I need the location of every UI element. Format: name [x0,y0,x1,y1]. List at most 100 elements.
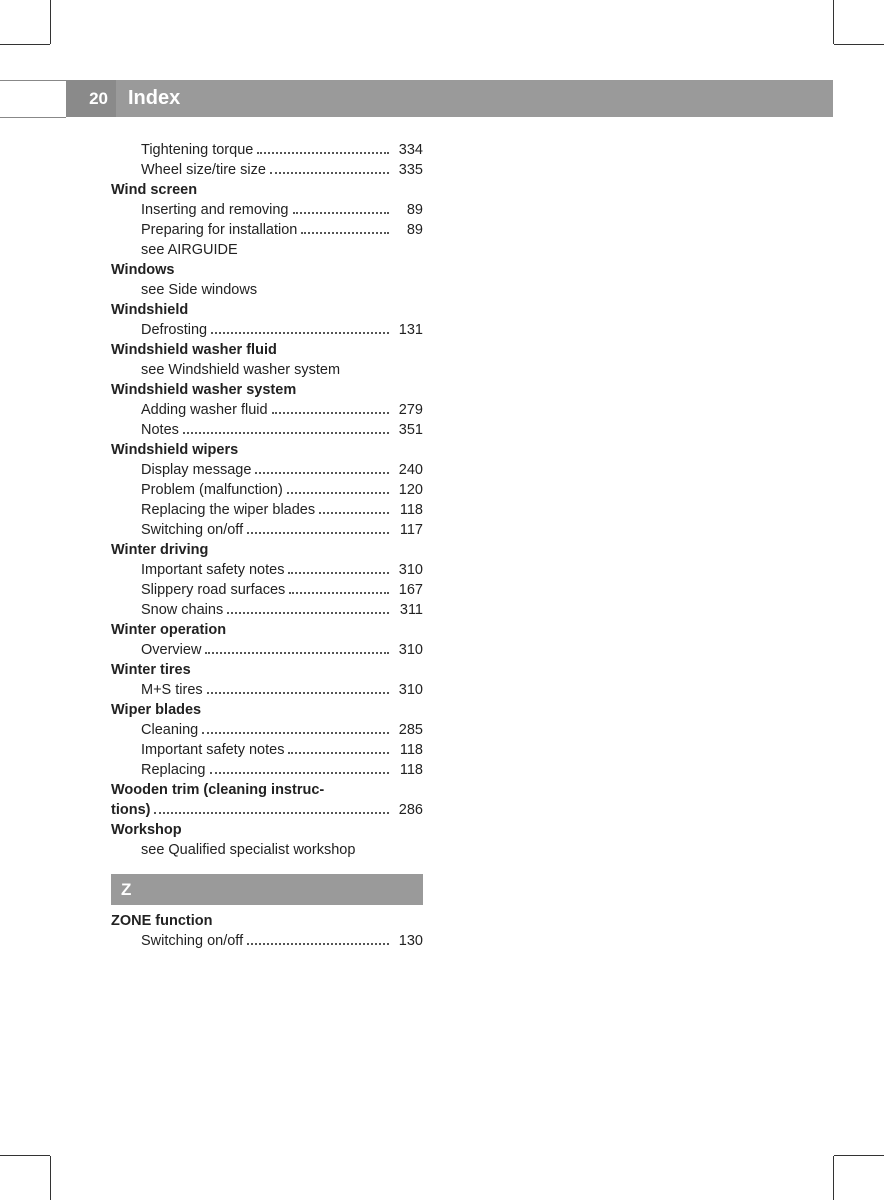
entry-label: Wind screen [111,180,197,200]
leader-dots [207,692,389,694]
index-entry: Tightening torque334 [111,140,423,160]
index-entry: Problem (malfunction) 120 [111,480,423,500]
entry-label: M+S tires [141,680,203,700]
entry-page: 334 [393,140,423,160]
entry-page: 167 [393,580,423,600]
entry-page: 351 [393,420,423,440]
entry-label: Windshield washer fluid [111,340,277,360]
index-entry: Inserting and removing89 [111,200,423,220]
index-entry: see AIRGUIDE [111,240,423,260]
index-heading: Windshield wipers [111,440,423,460]
entry-label: see Qualified specialist workshop [141,840,355,860]
index-entry: see Side windows [111,280,423,300]
page: Index 20 Tightening torque334Wheel size/… [0,0,884,1200]
crop-mark [0,1155,50,1156]
page-number-box: 20 [66,80,116,117]
index-heading: Wiper blades [111,700,423,720]
index-heading: Windshield washer fluid [111,340,423,360]
leader-dots [202,732,389,734]
section-letter-z: Z [111,874,423,905]
entry-label: Wooden trim (cleaning instruc- [111,780,324,800]
index-entry: Snow chains 311 [111,600,423,620]
leader-dots [247,532,389,534]
entry-page: 118 [393,740,423,760]
entry-label: Notes [141,420,179,440]
entry-page: 118 [393,500,423,520]
entry-label: see AIRGUIDE [141,240,238,260]
header-rule [0,117,66,118]
entry-label: Overview [141,640,201,660]
entry-label: Winter driving [111,540,208,560]
entry-label: Wheel size/tire size [141,160,266,180]
index-heading: Workshop [111,820,423,840]
entry-label: Adding washer fluid [141,400,268,420]
index-heading: tions) 286 [111,800,423,820]
leader-dots [288,752,389,754]
entry-label: Switching on/off [141,931,243,951]
entry-label: Replacing [141,760,206,780]
entry-label: Snow chains [141,600,223,620]
entry-label: Replacing the wiper blades [141,500,315,520]
index-heading: Winter operation [111,620,423,640]
entry-label: Windshield [111,300,188,320]
leader-dots [257,152,389,154]
index-entry: Slippery road surfaces 167 [111,580,423,600]
crop-mark [834,44,884,45]
entry-label: Important safety notes [141,740,284,760]
page-number: 20 [89,89,108,109]
index-entry: Overview310 [111,640,423,660]
leader-dots [211,332,389,334]
crop-mark [834,1155,884,1156]
index-entry: Important safety notes 118 [111,740,423,760]
entry-page: 310 [393,560,423,580]
index-heading: Wind screen [111,180,423,200]
entry-page: 310 [393,680,423,700]
index-heading: Windshield [111,300,423,320]
entry-label: Important safety notes [141,560,284,580]
index-entry: see Windshield washer system [111,360,423,380]
entry-label: Wiper blades [111,700,201,720]
leader-dots [210,772,390,774]
index-entry: Adding washer fluid279 [111,400,423,420]
leader-dots [289,592,389,594]
leader-dots [247,943,389,945]
entry-page: 311 [393,600,423,620]
entry-page: 118 [393,760,423,780]
index-heading: Wooden trim (cleaning instruc- [111,780,423,800]
crop-mark [0,44,50,45]
leader-dots [301,232,389,234]
index-entry: Replacing 118 [111,760,423,780]
index-entry: Switching on/off 130 [111,931,423,951]
entry-label: Preparing for installation [141,220,297,240]
leader-dots [183,432,389,434]
index-entry: Important safety notes 310 [111,560,423,580]
crop-mark [833,0,834,44]
entry-label: Workshop [111,820,182,840]
leader-dots [255,472,389,474]
leader-dots [287,492,389,494]
header-bar: Index [66,80,833,117]
entry-page: 117 [393,520,423,540]
header-rule [0,80,66,81]
entry-label: Defrosting [141,320,207,340]
index-entry: M+S tires 310 [111,680,423,700]
entry-page: 130 [393,931,423,951]
index-entry: Preparing for installation 89 [111,220,423,240]
index-heading: ZONE function [111,911,423,931]
entry-label: tions) [111,800,150,820]
entry-page: 286 [393,800,423,820]
leader-dots [227,612,389,614]
entry-label: Problem (malfunction) [141,480,283,500]
leader-dots [154,812,389,814]
entry-page: 131 [393,320,423,340]
index-entry: Defrosting 131 [111,320,423,340]
index-entry: Cleaning285 [111,720,423,740]
leader-dots [319,512,389,514]
index-entry: Notes 351 [111,420,423,440]
entry-page: 89 [393,220,423,240]
index-heading: Windshield washer system [111,380,423,400]
entry-label: Slippery road surfaces [141,580,285,600]
entry-page: 120 [393,480,423,500]
entry-label: Windshield wipers [111,440,238,460]
entry-label: ZONE function [111,911,213,931]
